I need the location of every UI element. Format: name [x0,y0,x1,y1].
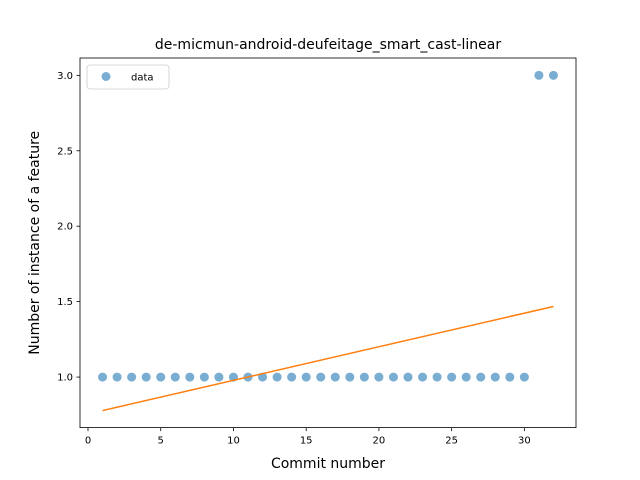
data-point [98,372,108,382]
data-point [548,70,558,80]
data-point [272,372,282,382]
x-tick-label: 30 [518,436,531,447]
y-tick-label: 2.0 [57,222,73,233]
data-point [534,70,544,80]
legend-box [86,64,170,90]
legend: data [86,64,170,90]
data-point [403,372,413,382]
data-point [127,372,137,382]
data-point [374,372,384,382]
data-point [112,372,122,382]
legend-marker-data [101,72,111,81]
x-tick-label: 0 [85,436,91,447]
legend-label-data: data [131,73,154,84]
data-point [301,372,311,382]
data-point [388,372,398,382]
x-tick-label: 20 [373,436,386,447]
data-point [156,372,166,382]
y-axis-ticks: 1.0 1.5 2.0 2.5 3.0 [57,71,80,384]
data-point [418,372,428,382]
y-tick-label: 1.5 [57,297,73,308]
data-point [199,372,209,382]
data-point [287,372,297,382]
y-axis-label: Number of instance of a feature [27,131,43,355]
x-axis-label: Commit number [271,456,385,472]
x-axis-ticks: 0 5 10 15 20 25 30 [85,427,531,447]
data-point [359,372,369,382]
x-tick-label: 10 [227,436,240,447]
data-point [214,372,224,382]
plot-frame [79,57,577,429]
data-point [476,372,486,382]
data-point [316,372,326,382]
data-point [141,372,151,382]
data-point [505,372,515,382]
x-tick-label: 15 [300,436,313,447]
data-point [490,372,500,382]
data-point [345,372,355,382]
data-point [447,372,457,382]
data-point [185,372,195,382]
data-point [432,372,442,382]
y-tick-label: 1.0 [57,373,73,384]
data-point [519,372,529,382]
y-tick-label: 3.0 [57,71,73,82]
data-point [170,372,180,382]
x-tick-label: 25 [445,436,458,447]
data-point [461,372,471,382]
x-tick-label: 5 [158,436,164,447]
chart-title: de-micmun-android-deufeitage_smart_cast-… [155,37,501,53]
plot-marks [98,70,558,412]
linear-fit-line [102,305,554,412]
data-point [330,372,340,382]
y-tick-label: 2.5 [57,146,73,157]
